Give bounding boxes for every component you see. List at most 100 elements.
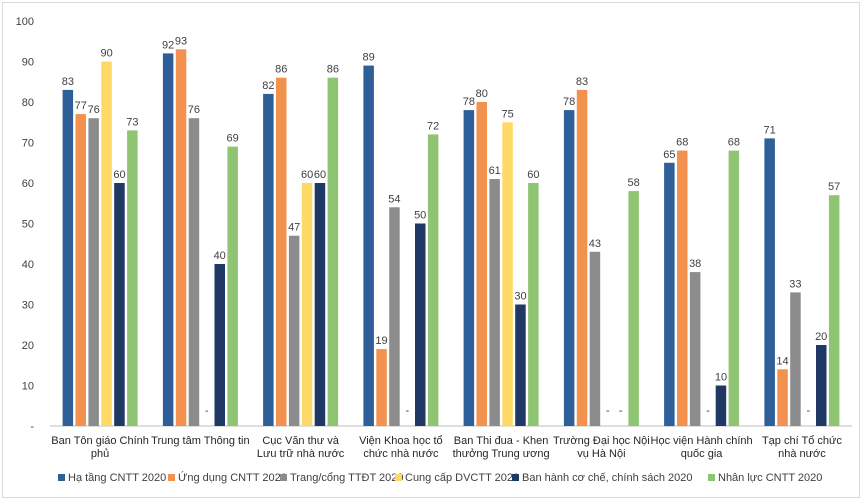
data-label: 20 (815, 331, 827, 343)
x-tick-label: nhà nước (778, 448, 826, 460)
data-label: 19 (375, 335, 387, 347)
x-tick-label: Trường Đại học Nội (553, 435, 650, 447)
data-label: 40 (214, 250, 226, 262)
bar (628, 191, 639, 426)
bar (327, 77, 339, 426)
legend-swatch (512, 474, 519, 481)
data-label: 10 (715, 372, 727, 384)
bar (576, 89, 588, 427)
data-label: 43 (589, 238, 601, 250)
bar (563, 110, 575, 426)
bar (75, 114, 86, 426)
legend-label: Cung cấp DVCTT 2020 (405, 472, 519, 484)
data-label: 68 (676, 137, 688, 149)
data-label: - (706, 405, 710, 417)
bar (314, 183, 326, 426)
x-tick-label: Viện Khoa học tổ (359, 435, 443, 447)
bar (227, 146, 238, 426)
legend-label: Ứng dụng CNTT 2020 (178, 471, 287, 484)
data-label: 92 (162, 39, 174, 51)
y-tick-label: 10 (22, 381, 34, 393)
bar (88, 118, 99, 426)
data-label: 73 (126, 116, 138, 128)
bar (288, 235, 300, 426)
x-tick-label: quốc gia (681, 448, 723, 460)
data-label: 80 (476, 88, 488, 100)
y-axis: - 10 20 30 40 50 60 70 80 90 100 (16, 16, 35, 433)
x-tick-label: Lưu trữ nhà nước (257, 448, 345, 460)
data-label: 68 (728, 137, 740, 149)
data-label: 30 (514, 291, 526, 303)
data-label: 72 (427, 120, 439, 132)
bar (363, 65, 374, 426)
data-label: 89 (362, 52, 374, 64)
bar (715, 385, 727, 426)
data-label: 38 (689, 258, 701, 270)
bar (677, 150, 688, 426)
data-label: 77 (75, 100, 87, 112)
bar (790, 292, 801, 426)
bar (728, 150, 740, 426)
x-tick-label: thưởng Trung ương (453, 448, 550, 460)
x-tick-label: chức nhà nước (363, 448, 439, 460)
data-label: 76 (188, 104, 200, 116)
data-label: - (606, 405, 610, 417)
bar (828, 195, 840, 426)
data-label: 76 (88, 104, 100, 116)
data-label: 83 (62, 76, 74, 88)
legend-swatch (395, 474, 402, 481)
x-tick-label: vụ Hà Nội (577, 448, 625, 460)
bar (175, 49, 187, 427)
bar (263, 93, 274, 427)
legend-swatch (280, 474, 287, 481)
data-label: 58 (627, 177, 639, 189)
bar (276, 77, 287, 426)
data-label: 75 (501, 108, 513, 120)
data-label: - (806, 405, 810, 417)
legend-swatch (708, 474, 715, 481)
bar (101, 61, 112, 426)
bar (528, 183, 539, 426)
y-tick-label: 40 (22, 259, 34, 271)
data-label: 86 (327, 64, 339, 76)
bar (114, 183, 125, 426)
data-label: 71 (763, 124, 775, 136)
data-label: 60 (113, 169, 125, 181)
data-label: 93 (175, 35, 187, 47)
data-label: 33 (789, 278, 801, 290)
bar (816, 345, 827, 426)
bar (502, 122, 513, 427)
data-label: 50 (414, 210, 426, 222)
data-label: - (405, 405, 409, 417)
bar (489, 179, 500, 426)
bar (589, 251, 601, 426)
data-label: 82 (262, 80, 274, 92)
data-label: 57 (828, 181, 840, 193)
x-tick-label: Ban Thi đua - Khen (454, 435, 549, 447)
data-label: 60 (301, 169, 313, 181)
y-tick-label: 70 (22, 138, 34, 150)
bar (376, 349, 387, 426)
bar (463, 110, 475, 426)
data-label: 69 (226, 133, 238, 145)
y-tick-label: 60 (22, 178, 34, 190)
legend-swatch (58, 474, 65, 481)
x-tick-label: Ban Tôn giáo Chính (51, 435, 149, 447)
y-tick-label: 100 (16, 16, 34, 28)
bar (162, 53, 174, 427)
data-label: 78 (563, 96, 575, 108)
bar (689, 272, 701, 426)
data-label: - (205, 405, 209, 417)
x-tick-label: Cục Văn thư và (262, 435, 339, 447)
bar (515, 304, 526, 426)
legend-label: Nhân lực CNTT 2020 (718, 472, 822, 484)
bar (301, 183, 313, 426)
legend-swatch (168, 474, 175, 481)
legend-label: Hạ tầng CNTT 2020 (68, 472, 166, 484)
y-tick-label: 90 (22, 57, 34, 69)
bar (415, 223, 426, 426)
x-tick-label: Học viện Hành chính (651, 435, 753, 447)
